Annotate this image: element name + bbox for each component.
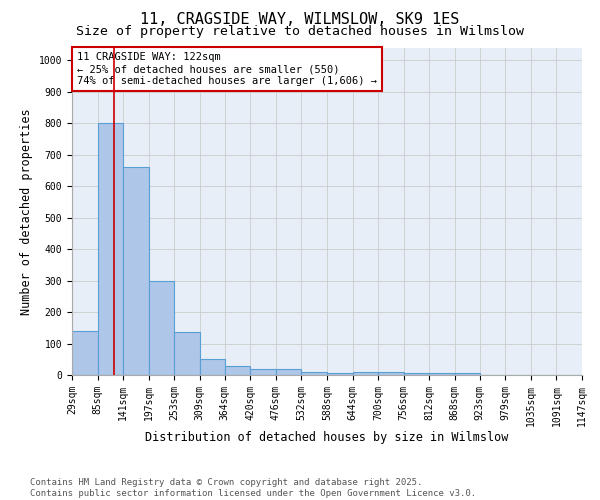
Bar [404,374,429,375]
Text: 11 CRAGSIDE WAY: 122sqm
← 25% of detached houses are smaller (550)
74% of semi-d: 11 CRAGSIDE WAY: 122sqm ← 25% of detache… [77,52,377,86]
X-axis label: Distribution of detached houses by size in Wilmslow: Distribution of detached houses by size … [145,432,509,444]
Bar [72,331,98,375]
Bar [98,123,123,375]
Bar [225,366,250,375]
Text: Contains HM Land Registry data © Crown copyright and database right 2025.
Contai: Contains HM Land Registry data © Crown c… [30,478,476,498]
Bar [200,358,225,375]
Bar [301,372,327,375]
Text: 11, CRAGSIDE WAY, WILMSLOW, SK9 1ES: 11, CRAGSIDE WAY, WILMSLOW, SK9 1ES [140,12,460,28]
Bar [327,374,353,375]
Bar [455,374,480,375]
Bar [378,372,404,375]
Bar [174,332,200,375]
Bar [250,370,276,375]
Bar [429,374,455,375]
Y-axis label: Number of detached properties: Number of detached properties [20,108,33,314]
Bar [276,370,301,375]
Bar [353,372,378,375]
Bar [123,167,149,375]
Bar [149,280,174,375]
Text: Size of property relative to detached houses in Wilmslow: Size of property relative to detached ho… [76,25,524,38]
